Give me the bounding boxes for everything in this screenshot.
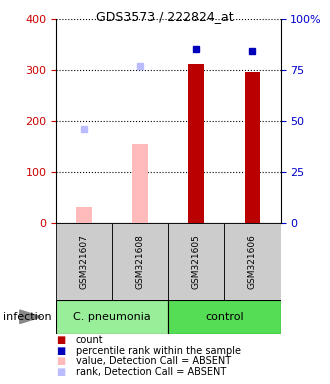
Text: GSM321608: GSM321608 <box>136 234 145 288</box>
Text: GDS3573 / 222824_at: GDS3573 / 222824_at <box>96 10 234 23</box>
Bar <box>224 223 280 300</box>
Bar <box>112 223 168 300</box>
Bar <box>168 223 224 300</box>
Text: infection: infection <box>3 312 52 322</box>
Text: percentile rank within the sample: percentile rank within the sample <box>76 346 241 356</box>
Bar <box>168 300 280 334</box>
Text: ■: ■ <box>56 335 65 345</box>
Bar <box>188 64 204 223</box>
Bar <box>76 207 92 223</box>
Text: count: count <box>76 335 104 345</box>
Text: control: control <box>205 312 244 322</box>
Bar <box>245 71 260 223</box>
Bar <box>56 300 168 334</box>
Text: value, Detection Call = ABSENT: value, Detection Call = ABSENT <box>76 356 231 366</box>
Text: GSM321605: GSM321605 <box>192 234 201 288</box>
Text: ■: ■ <box>56 346 65 356</box>
Text: rank, Detection Call = ABSENT: rank, Detection Call = ABSENT <box>76 367 226 377</box>
Text: C. pneumonia: C. pneumonia <box>73 312 151 322</box>
Text: ■: ■ <box>56 356 65 366</box>
Text: GSM321606: GSM321606 <box>248 234 257 288</box>
Text: ■: ■ <box>56 367 65 377</box>
Polygon shape <box>20 310 41 323</box>
Bar <box>132 144 148 223</box>
Bar <box>56 223 112 300</box>
Text: GSM321607: GSM321607 <box>80 234 89 288</box>
